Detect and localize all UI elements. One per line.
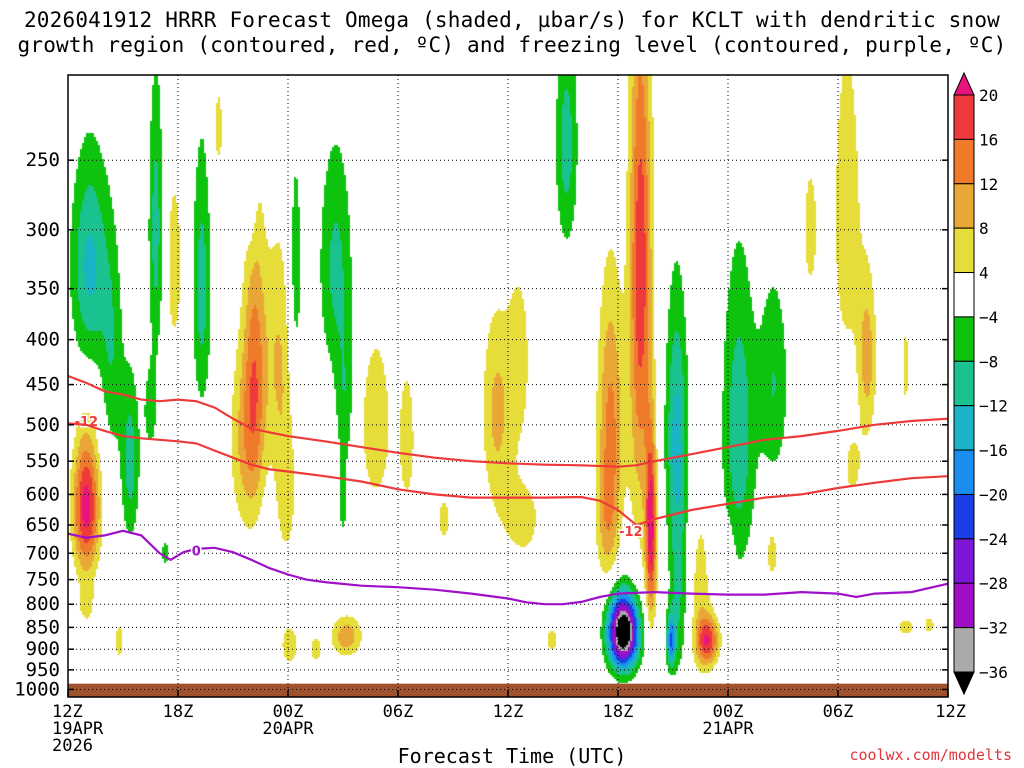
colorbar-segment [953, 272, 975, 318]
colorbar-top-arrow [953, 71, 975, 96]
y-tick-label: 250 [26, 149, 60, 171]
y-tick-label: 600 [26, 483, 60, 505]
y-tick-label: 1000 [14, 678, 60, 700]
x-tick-label: 06Z [823, 702, 854, 722]
x-tick-label: 12Z [493, 702, 524, 722]
y-tick-label: 450 [26, 374, 60, 396]
y-tick-label: 500 [26, 414, 60, 436]
y-tick-label: 950 [26, 659, 60, 681]
colorbar-segment [953, 582, 975, 629]
y-tick-label: 350 [26, 278, 60, 300]
colorbar-label: 12 [979, 175, 998, 194]
colorbar-label: −4 [979, 308, 998, 327]
y-tick-label: 700 [26, 542, 60, 564]
x-tick-label: 12Z [935, 702, 966, 722]
y-tick-label: 300 [26, 219, 60, 241]
contour-line-3 [67, 529, 949, 606]
colorbar-label: 16 [979, 130, 998, 149]
x-tick-label: 00Z [713, 702, 744, 722]
contour-label: 0 [192, 545, 201, 560]
chart-title-line1: 2026041912 HRRR Forecast Omega (shaded, … [23, 8, 1001, 32]
colorbar-label: 20 [979, 86, 998, 105]
colorbar-bottom-arrow [953, 671, 975, 696]
x-tick-label: 18Z [603, 702, 634, 722]
colorbar-label: −28 [979, 574, 1008, 593]
colorbar-label: −16 [979, 441, 1008, 460]
x-tick-label: 21APR [702, 719, 754, 739]
contour-line-2 [67, 422, 949, 527]
colorbar-segment [953, 183, 975, 229]
colorbar-segment [953, 449, 975, 495]
x-tick-label: 2026 [52, 736, 93, 756]
colorbar-segment [953, 316, 975, 362]
y-tick-label: 850 [26, 616, 60, 638]
colorbar-label: −24 [979, 530, 1008, 549]
colorbar-segment [953, 227, 975, 274]
colorbar-segment [953, 405, 975, 451]
x-tick-label: 19APR [52, 719, 104, 739]
x-tick-label: 06Z [383, 702, 414, 722]
x-tick-label: 18Z [163, 702, 194, 722]
colorbar-segment [953, 538, 975, 584]
x-tick-label: 20APR [262, 719, 314, 739]
colorbar-label: −20 [979, 485, 1008, 504]
y-tick-label: 750 [26, 569, 60, 591]
colorbar-segment [953, 627, 975, 673]
colorbar-label: 4 [979, 264, 989, 283]
colorbar-segment [953, 493, 975, 540]
colorbar-label: −8 [979, 352, 998, 371]
x-tick-label: 00Z [273, 702, 304, 722]
credit-link[interactable]: coolwx.com/modelts [849, 746, 1012, 764]
colorbar-label: −32 [979, 619, 1008, 638]
omega-shading [68, 75, 948, 697]
chart-title-line2: growth region (contoured, red, ºC) and f… [17, 33, 1007, 57]
y-tick-label: 800 [26, 593, 60, 615]
colorbar-segment [953, 360, 975, 407]
x-axis-label: Forecast Time (UTC) [397, 744, 627, 768]
colorbar-label: −12 [979, 397, 1008, 416]
contour-line-1 [67, 374, 949, 468]
colorbar-segment [953, 94, 975, 140]
colorbar-segment [953, 138, 975, 185]
y-tick-label: 900 [26, 638, 60, 660]
y-tick-label: 650 [26, 514, 60, 536]
colorbar-label: −36 [979, 663, 1008, 682]
x-tick-label: 12Z [52, 702, 83, 722]
contour-label: -12 [619, 525, 643, 540]
y-tick-label: 400 [26, 329, 60, 351]
colorbar-label: 8 [979, 219, 989, 238]
y-tick-label: 550 [26, 450, 60, 472]
